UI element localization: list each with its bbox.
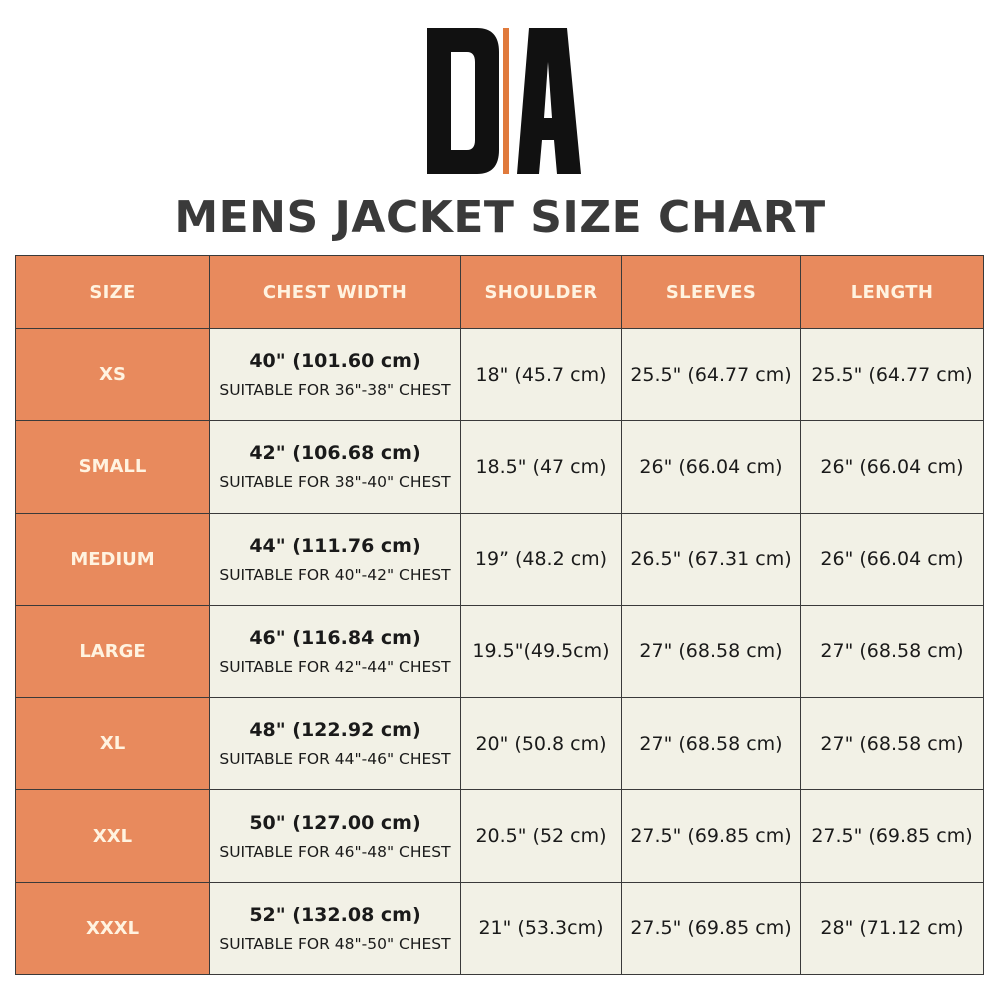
chest-value: 40" (101.60 cm) [249,350,421,373]
sleeves-cell: 25.5" (64.77 cm) [621,327,801,422]
size-cell: SMALL [15,420,210,514]
sleeves-cell: 27.5" (69.85 cm) [621,789,801,883]
size-cell: XS [15,327,210,422]
length-cell: 26" (66.04 cm) [800,512,984,606]
table-row: XL 48" (122.92 cm) SUITABLE FOR 44"-46" … [15,697,984,791]
chest-cell: 46" (116.84 cm) SUITABLE FOR 42"-44" CHE… [209,604,461,699]
header-sleeves: SLEEVES [621,255,801,329]
length-cell: 27.5" (69.85 cm) [800,789,984,883]
length-cell: 26" (66.04 cm) [800,420,984,514]
table-row: MEDIUM 44" (111.76 cm) SUITABLE FOR 40"-… [15,512,984,606]
chest-note: SUITABLE FOR 38"-40" CHEST [219,473,451,492]
size-cell: XL [15,697,210,791]
chest-note: SUITABLE FOR 40"-42" CHEST [219,565,451,584]
length-cell: 28" (71.12 cm) [800,881,984,976]
header-row: SIZE CHEST WIDTH SHOULDER SLEEVES LENGTH [15,255,984,329]
sleeves-cell: 26" (66.04 cm) [621,420,801,514]
chest-value: 52" (132.08 cm) [249,903,421,926]
chest-cell: 44" (111.76 cm) SUITABLE FOR 40"-42" CHE… [209,512,461,606]
chest-value: 44" (111.76 cm) [249,534,421,557]
chest-cell: 42" (106.68 cm) SUITABLE FOR 38"-40" CHE… [209,420,461,514]
header-chest-width: CHEST WIDTH [209,255,461,329]
shoulder-cell: 21" (53.3cm) [460,881,622,976]
header-size: SIZE [15,255,210,329]
chest-note: SUITABLE FOR 48"-50" CHEST [219,934,451,953]
size-cell: LARGE [15,604,210,699]
brand-logo [425,22,585,182]
page-title: MENS JACKET SIZE CHART [174,192,826,243]
chest-cell: 50" (127.00 cm) SUITABLE FOR 46"-48" CHE… [209,789,461,883]
size-cell: MEDIUM [15,512,210,606]
sleeves-cell: 27" (68.58 cm) [621,604,801,699]
sleeves-cell: 27.5" (69.85 cm) [621,881,801,976]
shoulder-cell: 18" (45.7 cm) [460,327,622,422]
chest-note: SUITABLE FOR 46"-48" CHEST [219,842,451,861]
chest-note: SUITABLE FOR 44"-46" CHEST [219,750,451,769]
table-row: XS 40" (101.60 cm) SUITABLE FOR 36"-38" … [15,327,984,422]
sleeves-cell: 26.5" (67.31 cm) [621,512,801,606]
chest-value: 42" (106.68 cm) [249,442,421,465]
chest-note: SUITABLE FOR 42"-44" CHEST [219,657,451,676]
shoulder-cell: 19” (48.2 cm) [460,512,622,606]
shoulder-cell: 20" (50.8 cm) [460,697,622,791]
shoulder-cell: 20.5" (52 cm) [460,789,622,883]
chest-value: 46" (116.84 cm) [249,626,421,649]
table-row: LARGE 46" (116.84 cm) SUITABLE FOR 42"-4… [15,604,984,699]
header-shoulder: SHOULDER [460,255,622,329]
length-cell: 25.5" (64.77 cm) [800,327,984,422]
chest-cell: 40" (101.60 cm) SUITABLE FOR 36"-38" CHE… [209,327,461,422]
dia-logo-icon [427,28,581,174]
size-chart-table: SIZE CHEST WIDTH SHOULDER SLEEVES LENGTH… [15,255,984,976]
sleeves-cell: 27" (68.58 cm) [621,697,801,791]
chest-note: SUITABLE FOR 36"-38" CHEST [219,381,451,400]
chest-cell: 52" (132.08 cm) SUITABLE FOR 48"-50" CHE… [209,881,461,976]
table-row: XXL 50" (127.00 cm) SUITABLE FOR 46"-48"… [15,789,984,883]
chest-cell: 48" (122.92 cm) SUITABLE FOR 44"-46" CHE… [209,697,461,791]
table-row: XXXL 52" (132.08 cm) SUITABLE FOR 48"-50… [15,881,984,976]
size-cell: XXL [15,789,210,883]
header-length: LENGTH [800,255,984,329]
length-cell: 27" (68.58 cm) [800,697,984,791]
chest-value: 48" (122.92 cm) [249,719,421,742]
chest-value: 50" (127.00 cm) [249,811,421,834]
table-row: SMALL 42" (106.68 cm) SUITABLE FOR 38"-4… [15,420,984,514]
size-cell: XXXL [15,881,210,976]
shoulder-cell: 18.5" (47 cm) [460,420,622,514]
shoulder-cell: 19.5"(49.5cm) [460,604,622,699]
length-cell: 27" (68.58 cm) [800,604,984,699]
